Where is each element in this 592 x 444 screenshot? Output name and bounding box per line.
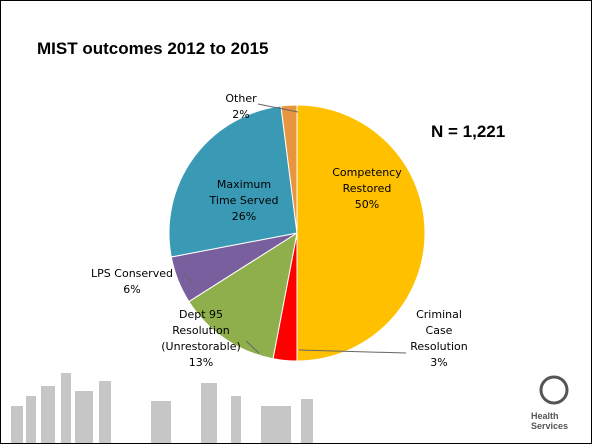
chart xyxy=(1,1,591,443)
slice-value-label: 3% xyxy=(403,355,475,371)
slice-label: Maximum Time Served xyxy=(204,177,284,209)
logo-text: Health Services xyxy=(531,411,591,431)
slice-value-label: 6% xyxy=(77,282,187,298)
slice-label: Criminal Case Resolution xyxy=(403,307,475,355)
slice-value-label: 13% xyxy=(151,355,251,371)
slice-label: Competency Restored xyxy=(322,165,412,197)
slice-value-label: 26% xyxy=(204,209,284,225)
annotation: N = 1,221 xyxy=(431,122,505,142)
chart-title: MIST outcomes 2012 to 2015 xyxy=(37,39,268,59)
slice-label: Other xyxy=(211,91,271,107)
skyline xyxy=(11,373,313,443)
slice-label: Dept 95 Resolution (Unrestorable) xyxy=(151,307,251,355)
slice-value-label: 2% xyxy=(211,107,271,123)
logo-icon xyxy=(541,377,567,403)
slice-label: LPS Conserved xyxy=(77,266,187,282)
slice-value-label: 50% xyxy=(322,197,412,213)
slide: MIST outcomes 2012 to 2015 N = 1,221 Hea… xyxy=(0,0,592,444)
